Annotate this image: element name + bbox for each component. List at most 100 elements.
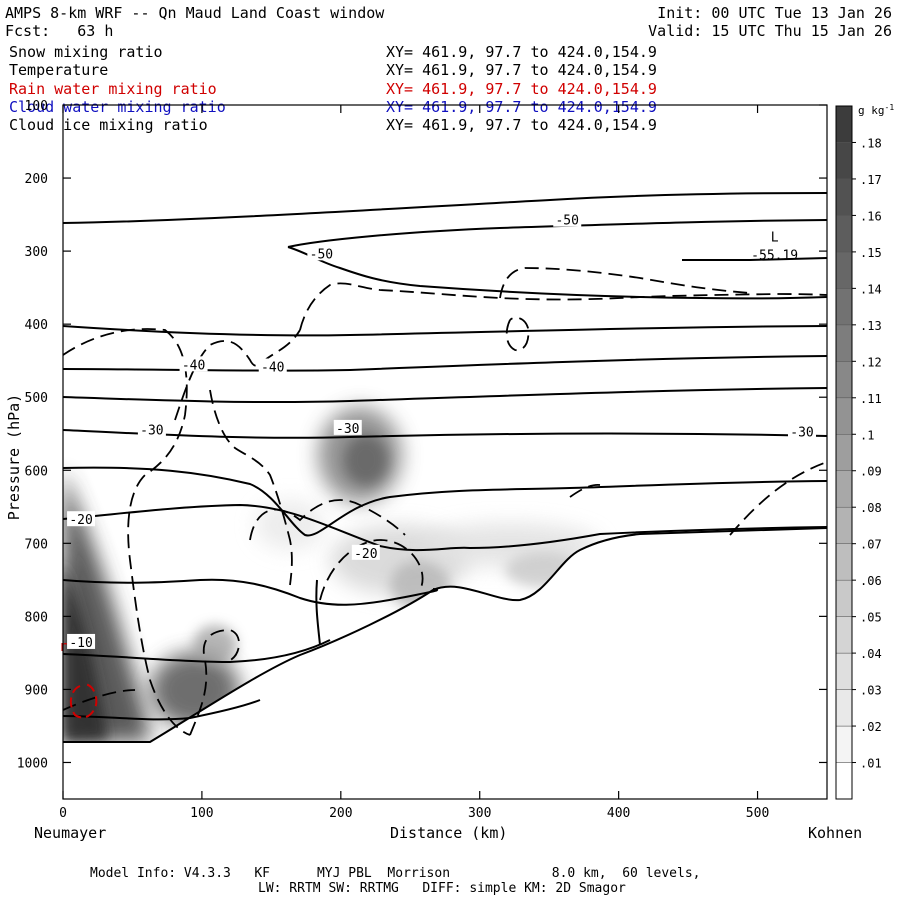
colorbar-swatch xyxy=(835,178,853,216)
contour-label-bg xyxy=(333,419,362,435)
y-tick-label: 200 xyxy=(25,172,48,187)
terrain-surface xyxy=(63,527,827,743)
y-tick-label: 500 xyxy=(25,391,48,406)
colorbar-label: .02 xyxy=(860,720,882,734)
colorbar-label: .05 xyxy=(860,611,882,625)
contour-label-bg xyxy=(137,421,166,437)
axes: 0 100 200 300 400 500 100 200 300 400 500 600 700 800… xyxy=(17,99,827,821)
contour-label-bg xyxy=(787,423,816,439)
colorbar-swatch xyxy=(835,470,853,508)
field-rain-xy: XY= 461.9, 97.7 to 424.0,154.9 xyxy=(386,80,657,98)
dashed-a xyxy=(63,328,191,736)
forecast-hour: Fcst: 63 h xyxy=(5,22,114,40)
isotherm-l xyxy=(63,699,261,721)
colorbar-label: .07 xyxy=(860,538,882,552)
colorbar-label: .17 xyxy=(860,173,882,187)
contour-label-bg xyxy=(179,356,208,372)
ice-blob-core xyxy=(344,435,388,485)
colorbar-swatch xyxy=(835,652,853,690)
y-tick-label: 300 xyxy=(25,245,48,260)
colorbar-label: .15 xyxy=(860,246,882,260)
isotherm-d xyxy=(63,325,827,337)
isotherm-m xyxy=(315,579,321,646)
dashed-d xyxy=(299,282,827,331)
field-cloudice-name: Cloud ice mixing ratio xyxy=(9,116,208,134)
colorbar-swatch xyxy=(835,105,853,143)
x-tick-label: 100 xyxy=(190,806,213,821)
y-tick-label: 1000 xyxy=(17,756,48,771)
valid-time: Valid: 15 UTC Thu 15 Jan 26 xyxy=(648,22,892,40)
dashed-e xyxy=(499,267,751,299)
colorbar-label: .1 xyxy=(860,428,874,442)
colorbar-label: .12 xyxy=(860,355,882,369)
colorbar-label: .18 xyxy=(860,136,882,150)
colorbar-label: .06 xyxy=(860,574,882,588)
colorbar-swatch xyxy=(835,506,853,544)
colorbar-swatch xyxy=(835,434,853,471)
y-tick-label: 400 xyxy=(25,318,48,333)
colorbar-units: g kg-1 xyxy=(858,103,894,117)
field-temperature-xy: XY= 461.9, 97.7 to 424.0,154.9 xyxy=(386,61,657,79)
terrain-mask xyxy=(63,528,827,799)
dashed-l xyxy=(569,484,601,498)
contour-label-bg xyxy=(67,511,96,527)
y-tick-label: 600 xyxy=(25,464,48,479)
physics-info: LW: RRTM SW: RRTMG DIFF: simple KM: 2D S… xyxy=(258,881,626,896)
colorbar-frame xyxy=(835,105,853,800)
temperature-label: -40 xyxy=(182,358,205,373)
colorbar-label: .14 xyxy=(860,282,882,296)
isotherm-a xyxy=(63,192,827,224)
colorbar-label: .09 xyxy=(860,465,882,479)
temperature-label: -20 xyxy=(354,547,377,562)
temperature-label: -20 xyxy=(69,513,92,528)
dashed-contours xyxy=(63,267,827,736)
isotherm-low xyxy=(682,257,827,261)
colorbar-swatch xyxy=(835,616,853,654)
x-tick-label: 300 xyxy=(468,806,491,821)
low-marker-value: -55.19 xyxy=(751,249,798,264)
contour-label-bg xyxy=(258,358,287,374)
temperature-label: -10 xyxy=(69,636,92,651)
isotherm-f xyxy=(63,387,827,404)
isotherm-j xyxy=(63,578,439,606)
colorbar-swatch xyxy=(835,762,853,800)
dashed-k xyxy=(729,461,827,536)
isotherm-k xyxy=(63,639,331,664)
colorbar-swatch xyxy=(835,689,853,727)
snow-plume-small xyxy=(193,625,237,665)
colorbar-swatch xyxy=(835,397,853,435)
colorbar-swatch xyxy=(835,579,853,617)
colorbar-swatch xyxy=(835,543,853,581)
x-tick-label: 400 xyxy=(607,806,630,821)
y-tick-label: 800 xyxy=(25,610,48,625)
isotherm-i xyxy=(63,503,827,552)
x-tick-label: 200 xyxy=(329,806,352,821)
field-cloudwater-name: Cloud water mixing ratio xyxy=(9,98,226,116)
y-tick-label: 700 xyxy=(25,537,48,552)
field-snow-xy: XY= 461.9, 97.7 to 424.0,154.9 xyxy=(386,43,657,61)
x-tick-label: 0 xyxy=(59,806,67,821)
contour-labels: -50 -50 -40 -40 -30 -30 -30 -20 -20 -10 L -55.19 xyxy=(67,211,816,651)
colorbar-label: .03 xyxy=(860,684,882,698)
colorbar-swatch xyxy=(835,324,853,362)
field-temperature-name: Temperature xyxy=(9,61,109,79)
isotherm-h xyxy=(63,466,827,537)
field-snow-name: Snow mixing ratio xyxy=(9,43,163,61)
colorbar-swatch xyxy=(835,251,853,289)
colorbar-label: .16 xyxy=(860,209,882,223)
plot-frame xyxy=(62,104,828,800)
temperature-label: -30 xyxy=(140,423,163,438)
init-time: Init: 00 UTC Tue 13 Jan 26 xyxy=(657,4,892,22)
x-tick-label: 500 xyxy=(746,806,769,821)
colorbar-label: .08 xyxy=(860,501,882,515)
colorbar-swatch xyxy=(835,725,853,763)
colorbar: .01 .02 .03 .04 .05 .06 .07 .08 .09 .1 .11 .12 .13 .1… xyxy=(835,103,894,800)
dashed-f xyxy=(505,316,530,352)
mixing-ratio-shading xyxy=(63,407,600,742)
isotherm-e xyxy=(63,355,827,372)
chart-title: AMPS 8-km WRF -- Qn Maud Land Coast wind… xyxy=(5,4,385,22)
colorbar-swatch xyxy=(835,288,853,326)
temperature-label: -50 xyxy=(310,247,333,262)
cloud-band-5 xyxy=(255,500,325,550)
